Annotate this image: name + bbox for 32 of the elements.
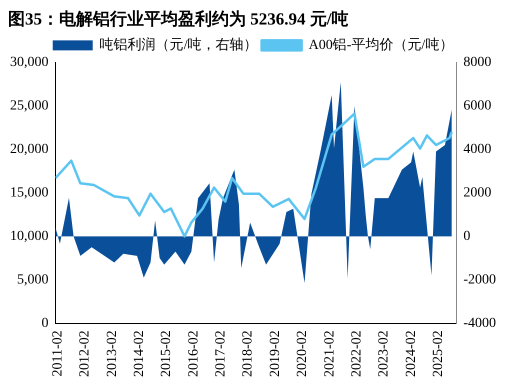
x-tick-label: 2023-02 bbox=[376, 330, 392, 378]
x-tick-label: 2016-02 bbox=[186, 330, 202, 378]
x-tick-label: 2013-02 bbox=[104, 330, 120, 378]
y-tick-label: 10,000 bbox=[10, 229, 48, 244]
y2-tick-label: 6000 bbox=[463, 98, 492, 114]
legend-label: A00铝-平均价（元/吨） bbox=[308, 37, 454, 54]
x-tick-label: 2022-02 bbox=[349, 330, 364, 378]
y-tick-label: 5,000 bbox=[17, 272, 48, 288]
y2-tick-label: 4000 bbox=[463, 142, 492, 158]
y2-tick-label: 8000 bbox=[463, 55, 492, 70]
y-tick-label: 20,000 bbox=[10, 142, 48, 158]
x-tick-label: 2021-02 bbox=[322, 330, 338, 378]
x-tick-label: 2012-02 bbox=[78, 330, 93, 378]
y-tick-label: 0 bbox=[42, 316, 48, 332]
y2-tick-label: -4000 bbox=[463, 316, 496, 332]
x-tick-label: 2011-02 bbox=[50, 330, 66, 376]
y2-tick-label: 0 bbox=[463, 229, 470, 244]
x-tick-label: 2020-02 bbox=[295, 330, 310, 378]
chart-title: 图35：电解铝行业平均盈利约为 5236.94 元/吨 bbox=[8, 10, 348, 29]
y-tick-label: 30,000 bbox=[10, 55, 48, 70]
x-tick-label: 2024-02 bbox=[404, 330, 419, 378]
x-tick-label: 2017-02 bbox=[214, 330, 229, 378]
y2-tick-label: 2000 bbox=[463, 186, 492, 201]
y-tick-label: 25,000 bbox=[10, 98, 48, 114]
x-tick-label: 2019-02 bbox=[268, 330, 283, 378]
y2-tick-label: -2000 bbox=[463, 272, 496, 288]
y-tick-label: 15,000 bbox=[10, 186, 48, 201]
x-tick-label: 2015-02 bbox=[159, 330, 174, 378]
legend-label: 吨铝利润（元/吨，右轴） bbox=[100, 37, 258, 54]
x-tick-label: 2014-02 bbox=[132, 330, 148, 378]
x-tick-label: 2018-02 bbox=[240, 330, 256, 378]
x-tick-label: 2025-02 bbox=[431, 330, 446, 378]
